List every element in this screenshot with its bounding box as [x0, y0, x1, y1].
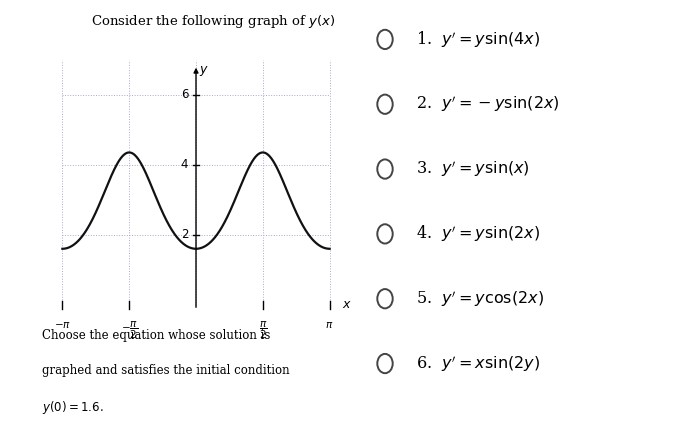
Text: 5.  $y' = y\cos(2x)$: 5. $y' = y\cos(2x)$	[416, 289, 545, 309]
Text: 2: 2	[181, 228, 188, 241]
Text: graphed and satisfies the initial condition: graphed and satisfies the initial condit…	[42, 364, 290, 377]
Text: 6: 6	[181, 88, 188, 101]
Text: 4.  $y' = y\sin(2x)$: 4. $y' = y\sin(2x)$	[416, 224, 540, 244]
Text: Consider the following graph of $y(x)$: Consider the following graph of $y(x)$	[91, 13, 335, 30]
Text: $\dfrac{\pi}{2}$: $\dfrac{\pi}{2}$	[258, 320, 267, 341]
Text: 6.  $y' = x\sin(2y)$: 6. $y' = x\sin(2y)$	[416, 353, 540, 374]
Text: $y$: $y$	[199, 64, 209, 78]
Text: $\pi$: $\pi$	[326, 320, 334, 329]
Text: $y(0) = 1.6$.: $y(0) = 1.6$.	[42, 399, 104, 416]
Text: 4: 4	[181, 158, 188, 171]
Text: $x$: $x$	[342, 298, 352, 311]
Text: 3.  $y' = y\sin(x)$: 3. $y' = y\sin(x)$	[416, 159, 531, 179]
Text: $-\pi$: $-\pi$	[54, 320, 71, 329]
Text: $-\dfrac{\pi}{2}$: $-\dfrac{\pi}{2}$	[120, 320, 138, 341]
Text: 2.  $y' = -y\sin(2x)$: 2. $y' = -y\sin(2x)$	[416, 94, 560, 114]
Text: Choose the equation whose solution is: Choose the equation whose solution is	[42, 328, 270, 342]
Text: 1.  $y' = y\sin(4x)$: 1. $y' = y\sin(4x)$	[416, 29, 540, 49]
